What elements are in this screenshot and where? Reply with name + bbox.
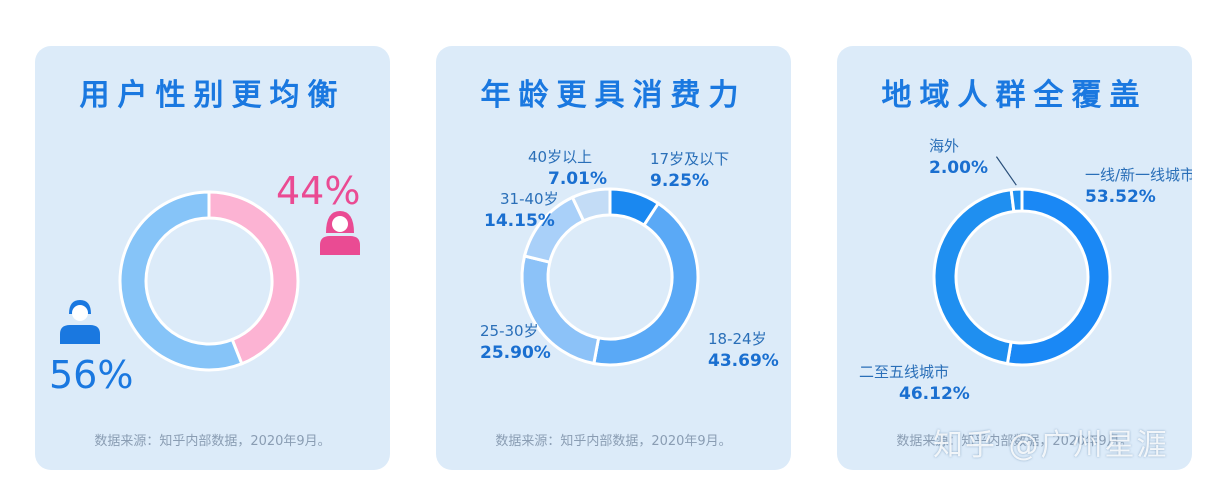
donut-slice-2 (1009, 187, 1024, 214)
slice-category-label: 17岁及以下 (650, 150, 729, 168)
slice-value-label: 9.25% (650, 171, 709, 191)
chart-title: 用户性别更均衡 (79, 78, 346, 113)
donut-slice-1 (118, 190, 244, 372)
female-percent-label: 44% (276, 169, 360, 213)
donut-slice-1 (592, 201, 700, 367)
slice-category-label: 31-40岁 (500, 190, 559, 208)
chart-title: 年龄更具消费力 (480, 78, 747, 113)
slice-value-label: 53.52% (1085, 187, 1156, 207)
slice-category-label: 一线/新一线城市 (1085, 166, 1192, 184)
male-user-icon (60, 300, 100, 344)
slice-value-label: 43.69% (708, 351, 779, 371)
gender-donut-chart: 44% 56% (49, 169, 360, 397)
slice-value-label: 2.00% (929, 158, 988, 178)
slice-value-label: 7.01% (548, 169, 607, 189)
region-donut-chart: 一线/新一线城市 53.52% 二至五线城市 46.12% 海外 2.00% (859, 137, 1192, 404)
slice-value-label: 46.12% (899, 384, 970, 404)
age-chart-card: 年龄更具消费力 17岁及以下 9.25% 18-24岁 43.69% 25-30岁 25.… (436, 46, 791, 470)
data-source-note: 数据来源：知乎内部数据，2020年9月。 (896, 434, 1133, 449)
slice-category-label: 二至五线城市 (859, 363, 949, 381)
male-percent-label: 56% (49, 353, 133, 397)
slice-category-label: 25-30岁 (480, 322, 539, 340)
donut-slice-1 (932, 187, 1016, 366)
data-source-note: 数据来源：知乎内部数据，2020年9月。 (94, 434, 331, 449)
chart-title: 地域人群全覆盖 (881, 78, 1148, 113)
donut-slice-0 (207, 190, 300, 366)
female-user-icon (320, 211, 360, 255)
watermark: 知乎 @广州星涯 (933, 428, 1169, 463)
overseas-leader-line (995, 156, 1017, 186)
slice-value-label: 25.90% (480, 343, 551, 363)
slice-category-label: 18-24岁 (708, 330, 767, 348)
slice-category-label: 海外 (929, 137, 959, 155)
data-source-note: 数据来源：知乎内部数据，2020年9月。 (495, 434, 732, 449)
gender-chart-card: 用户性别更均衡 44% 56% 数据来源：知乎内部数据，2020年9月。 (35, 46, 390, 470)
donut-slice-4 (570, 187, 612, 223)
slice-category-label: 40岁以上 (528, 148, 592, 166)
donut-slice-0 (1005, 187, 1112, 367)
slice-value-label: 14.15% (484, 211, 555, 231)
region-chart-card: 地域人群全覆盖 一线/新一线城市 53.52% 二至五线城市 46.12% 海外 2.00… (837, 46, 1192, 470)
age-donut-chart: 17岁及以下 9.25% 18-24岁 43.69% 25-30岁 25.90% 31-40… (480, 148, 779, 371)
